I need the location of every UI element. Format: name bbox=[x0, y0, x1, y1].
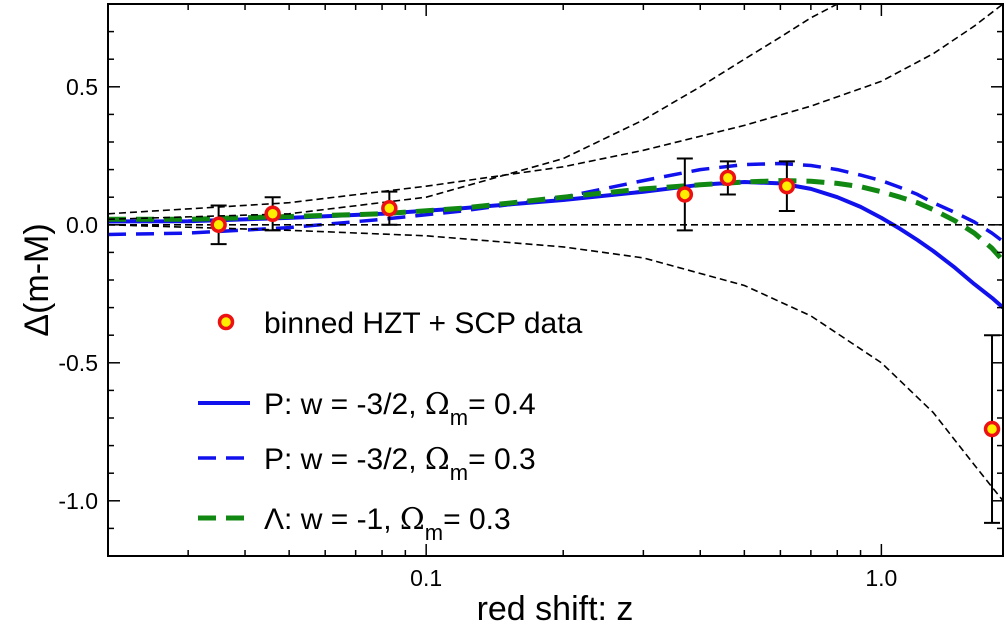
series-line-2 bbox=[108, 161, 1003, 243]
x-tick-label: 0.1 bbox=[410, 565, 442, 591]
data-point-2 bbox=[381, 190, 398, 226]
y-tick-label: 0.0 bbox=[66, 212, 98, 238]
reference-line-4 bbox=[108, 4, 839, 221]
data-point-1 bbox=[264, 196, 281, 232]
data-point-4 bbox=[719, 160, 737, 196]
y-tick-label: -1.0 bbox=[58, 488, 98, 514]
data-marker bbox=[778, 177, 796, 195]
x-axis-title: red shift: z bbox=[477, 590, 634, 628]
data-point-3 bbox=[676, 157, 694, 232]
data-marker bbox=[983, 420, 1001, 438]
legend-label: P: w = -3/2, Ωm= 0.4 bbox=[264, 387, 536, 430]
y-tick-label: -0.5 bbox=[58, 350, 98, 376]
legend-label: binned HZT + SCP data bbox=[264, 307, 583, 340]
y-tick-label: 0.5 bbox=[66, 74, 98, 100]
plot-frame bbox=[107, 3, 1004, 557]
data-marker bbox=[210, 216, 227, 234]
x-tick-label: 1.0 bbox=[865, 565, 897, 591]
y-axis-title: Δ(m-M) bbox=[18, 223, 56, 336]
data-marker bbox=[264, 205, 281, 223]
series-line-3 bbox=[108, 178, 1003, 263]
reference-line-5 bbox=[108, 4, 1003, 215]
data-point-0 bbox=[210, 204, 227, 246]
legend-item-3: Λ: w = -1, Ωm= 0.3 bbox=[198, 502, 511, 545]
data-point-5 bbox=[778, 160, 796, 212]
legend-item-2: P: w = -3/2, Ωm= 0.3 bbox=[198, 442, 536, 485]
reference-line-7 bbox=[108, 224, 1003, 502]
legend-item-1: P: w = -3/2, Ωm= 0.4 bbox=[198, 387, 536, 430]
data-point-6 bbox=[983, 334, 1001, 524]
data-marker bbox=[719, 169, 737, 187]
legend-label: P: w = -3/2, Ωm= 0.3 bbox=[264, 442, 536, 485]
data-marker bbox=[381, 199, 398, 217]
legend-item-0: binned HZT + SCP data bbox=[217, 307, 583, 340]
data-marker bbox=[676, 186, 694, 203]
series-line-1 bbox=[108, 180, 1003, 310]
legend-marker bbox=[217, 313, 235, 331]
legend-label: Λ: w = -1, Ωm= 0.3 bbox=[264, 502, 511, 545]
